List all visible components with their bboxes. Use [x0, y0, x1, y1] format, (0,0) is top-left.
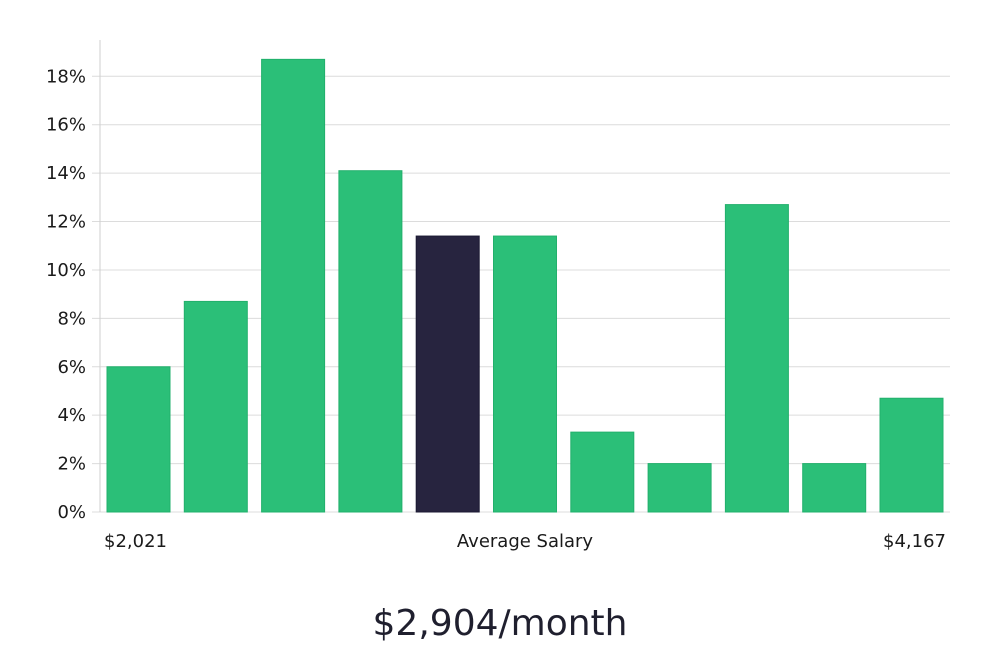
- bar: [724, 204, 789, 513]
- y-tick-label: 10%: [46, 260, 86, 281]
- y-tick-label: 0%: [57, 502, 86, 523]
- bar: [183, 300, 248, 513]
- bars: [106, 58, 944, 513]
- salary-histogram: 0% 2% 4% 6% 8% 10% 12% 14% 16% 18% $2,021 Average…: [46, 40, 950, 552]
- y-tick-label: 14%: [46, 163, 86, 184]
- y-tick-label: 16%: [46, 115, 86, 136]
- y-tick-label: 12%: [46, 212, 86, 233]
- bar-highlighted: [415, 235, 480, 513]
- bar: [570, 431, 635, 513]
- y-tick-label: 8%: [57, 308, 86, 329]
- average-salary-headline: $2,904/month: [372, 603, 628, 644]
- bar: [493, 235, 557, 513]
- bar: [338, 170, 403, 513]
- y-axis-ticks: 0% 2% 4% 6% 8% 10% 12% 14% 16% 18%: [46, 66, 86, 523]
- x-center-label: Average Salary: [457, 531, 594, 552]
- y-tick-label: 4%: [57, 405, 86, 426]
- bar: [879, 397, 944, 513]
- x-max-label: $4,167: [883, 531, 946, 552]
- bar: [647, 463, 712, 513]
- y-tick-label: 18%: [46, 66, 86, 87]
- bar: [106, 366, 171, 513]
- x-min-label: $2,021: [104, 531, 167, 552]
- bar: [261, 58, 326, 513]
- y-tick-label: 2%: [57, 454, 86, 475]
- y-tick-label: 6%: [57, 357, 86, 378]
- bar: [802, 463, 867, 513]
